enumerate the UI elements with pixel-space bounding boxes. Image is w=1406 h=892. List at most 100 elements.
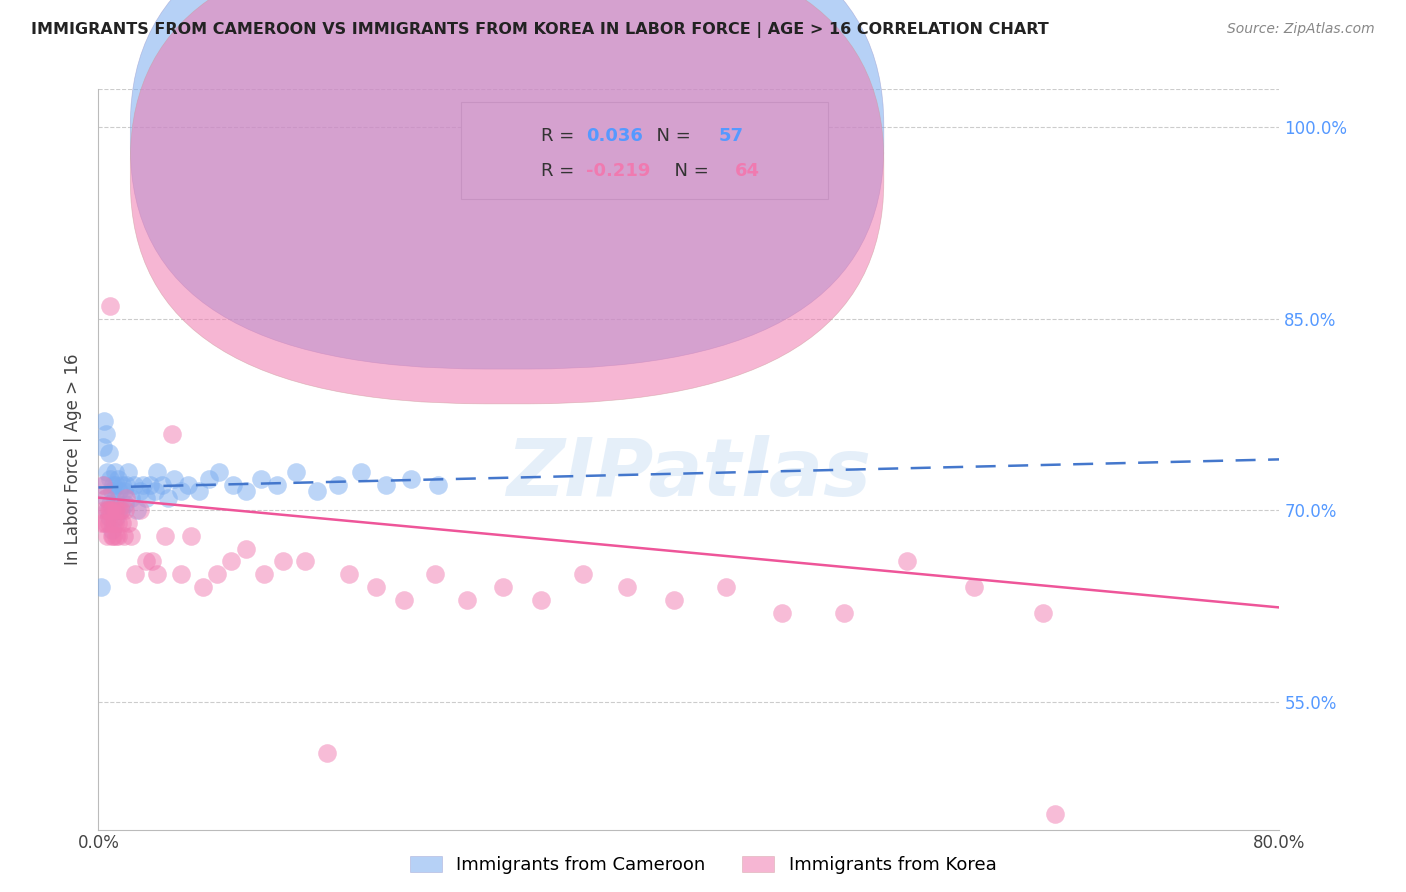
Point <box>896 554 918 568</box>
Point <box>94 491 117 505</box>
Point <box>93 503 115 517</box>
Point <box>222 478 245 492</box>
Point <box>339 567 361 582</box>
Point <box>117 465 139 479</box>
Point <box>111 516 134 531</box>
Point <box>115 478 138 492</box>
Point <box>97 509 120 524</box>
Text: 57: 57 <box>718 127 744 145</box>
Point <box>100 529 122 543</box>
Point <box>90 580 112 594</box>
Point <box>285 465 308 479</box>
Point <box>93 414 115 428</box>
Point <box>128 484 150 499</box>
Point <box>96 465 118 479</box>
Point <box>104 503 127 517</box>
Point <box>98 497 121 511</box>
Point <box>100 484 122 499</box>
Point <box>235 541 257 556</box>
Point <box>305 484 328 499</box>
Point <box>150 478 173 492</box>
Point <box>221 554 243 568</box>
Point <box>94 516 117 531</box>
Point <box>98 503 121 517</box>
Point <box>100 503 122 517</box>
Point <box>427 478 450 492</box>
Point <box>316 746 339 760</box>
Point <box>112 484 135 499</box>
Point <box>135 491 157 505</box>
Point <box>108 503 131 517</box>
Point <box>156 491 179 505</box>
Text: IMMIGRANTS FROM CAMEROON VS IMMIGRANTS FROM KOREA IN LABOR FORCE | AGE > 16 CORR: IMMIGRANTS FROM CAMEROON VS IMMIGRANTS F… <box>31 22 1049 38</box>
Point <box>96 503 118 517</box>
Point <box>100 523 122 537</box>
Point <box>963 580 986 594</box>
Point <box>170 484 193 499</box>
Point <box>664 592 686 607</box>
Point <box>832 606 855 620</box>
Point <box>135 554 157 568</box>
Point <box>96 529 118 543</box>
Point <box>492 580 515 594</box>
Point <box>153 529 176 543</box>
Point <box>139 478 162 492</box>
Point <box>97 503 120 517</box>
Point <box>250 471 273 485</box>
Point <box>107 516 129 531</box>
Text: N =: N = <box>645 127 697 145</box>
Legend: Immigrants from Cameroon, Immigrants from Korea: Immigrants from Cameroon, Immigrants fro… <box>402 848 1004 881</box>
FancyBboxPatch shape <box>131 0 884 404</box>
Point <box>98 299 121 313</box>
Point <box>1032 606 1054 620</box>
Text: Source: ZipAtlas.com: Source: ZipAtlas.com <box>1227 22 1375 37</box>
Point <box>128 503 150 517</box>
Point <box>104 491 127 505</box>
Point <box>375 478 398 492</box>
Point <box>616 580 638 594</box>
Point <box>205 567 228 582</box>
Point <box>105 478 128 492</box>
Point <box>94 426 117 441</box>
Point <box>110 503 132 517</box>
Point <box>571 567 593 582</box>
Text: R =: R = <box>541 127 581 145</box>
Point <box>162 426 183 441</box>
Point <box>326 478 349 492</box>
Point <box>364 580 387 594</box>
Point <box>114 503 136 517</box>
Point <box>180 529 202 543</box>
Text: ZIPatlas: ZIPatlas <box>506 435 872 513</box>
Point <box>93 478 115 492</box>
Point <box>146 567 169 582</box>
Point <box>103 503 125 517</box>
Point <box>457 592 479 607</box>
Point <box>107 529 129 543</box>
Point <box>392 592 415 607</box>
Point <box>266 478 288 492</box>
Point <box>253 567 276 582</box>
Point <box>94 491 117 505</box>
Text: -0.219: -0.219 <box>586 161 651 179</box>
Point <box>112 529 135 543</box>
Point <box>105 503 128 517</box>
Point <box>163 471 186 485</box>
Point <box>104 465 127 479</box>
Point <box>98 471 121 485</box>
Point <box>125 503 148 517</box>
Y-axis label: In Labor Force | Age > 16: In Labor Force | Age > 16 <box>65 353 83 566</box>
Point <box>115 491 138 505</box>
Point <box>120 529 142 543</box>
Point <box>143 484 166 499</box>
Point <box>105 509 128 524</box>
Point <box>208 465 231 479</box>
Point <box>132 478 155 492</box>
Point <box>271 554 294 568</box>
Point <box>122 478 145 492</box>
Point <box>107 503 129 517</box>
Point <box>103 516 125 531</box>
Point <box>96 503 118 517</box>
Point <box>114 497 136 511</box>
Point <box>294 554 316 568</box>
Point <box>124 567 146 582</box>
